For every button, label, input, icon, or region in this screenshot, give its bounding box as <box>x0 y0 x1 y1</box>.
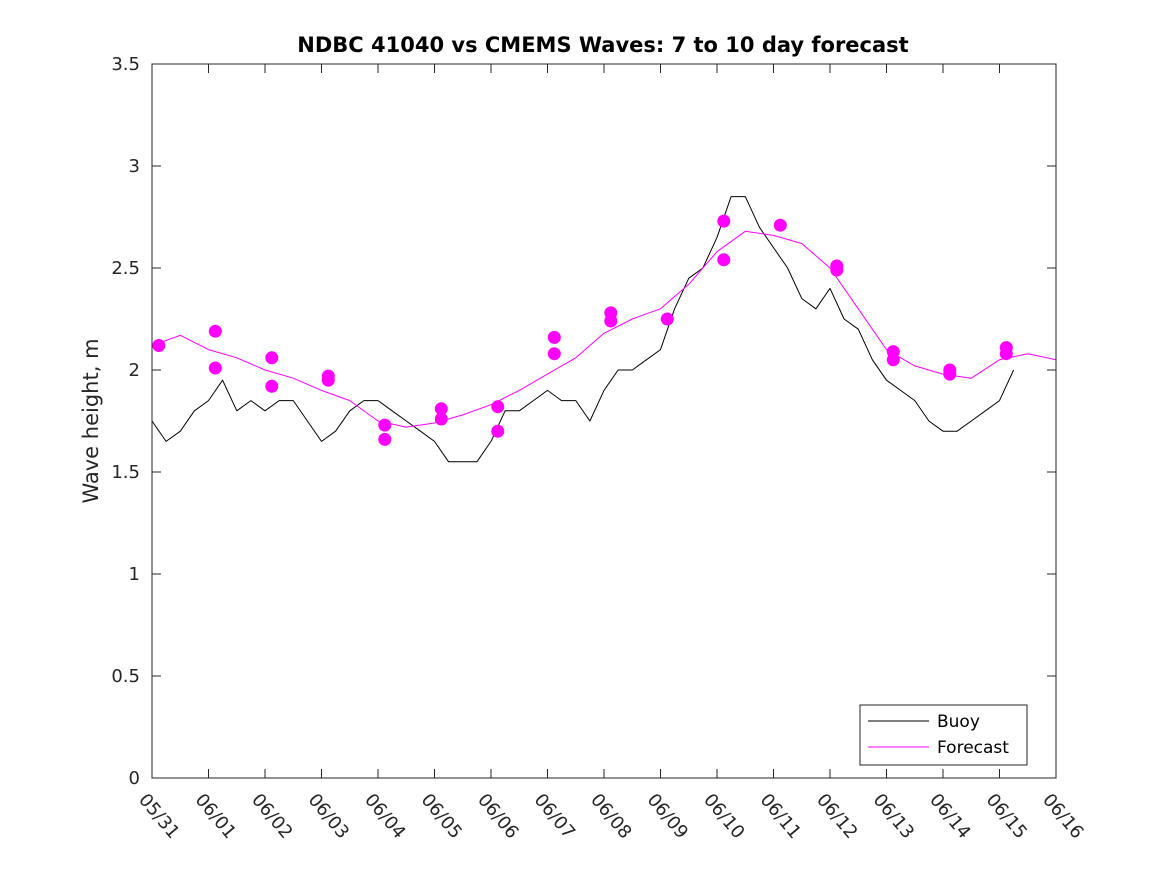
x-tick-label: 06/16 <box>1038 790 1087 843</box>
y-tick-label: 3.5 <box>111 54 140 75</box>
forecast-marker <box>265 351 279 365</box>
y-axis-label: Wave height, m <box>79 338 103 503</box>
forecast-marker <box>321 373 335 387</box>
legend-box <box>859 704 1028 766</box>
forecast-marker <box>547 347 561 361</box>
x-tick-label: 06/07 <box>530 790 579 843</box>
forecast-marker <box>208 324 222 338</box>
forecast-marker <box>434 412 448 426</box>
plot-frame <box>151 63 1057 779</box>
forecast-marker <box>999 347 1013 361</box>
y-tick-label: 1.5 <box>111 462 140 483</box>
forecast-marker <box>491 400 505 414</box>
forecast-marker <box>378 418 392 432</box>
plot-area <box>152 64 1056 778</box>
x-tick-label: 06/03 <box>304 790 353 843</box>
y-tick-label: 0.5 <box>111 666 140 687</box>
y-tick-label: 1 <box>129 564 140 585</box>
forecast-marker <box>773 218 787 232</box>
x-tick-label: 06/15 <box>982 790 1031 843</box>
y-tick-label: 3 <box>129 156 140 177</box>
series-line-forecast <box>151 230 1057 428</box>
forecast-marker <box>491 424 505 438</box>
forecast-marker <box>717 214 731 228</box>
series-line-buoy <box>151 196 1015 463</box>
forecast-marker <box>830 263 844 277</box>
forecast-marker <box>378 432 392 446</box>
x-tick-label: 06/10 <box>699 790 748 843</box>
forecast-marker <box>547 330 561 344</box>
legend: Buoy Forecast <box>859 704 1028 766</box>
forecast-marker <box>943 367 957 381</box>
forecast-marker <box>717 253 731 267</box>
x-tick-label: 06/08 <box>586 790 635 843</box>
forecast-marker <box>886 353 900 367</box>
plot-layer <box>151 196 1057 463</box>
y-tick-label: 0 <box>129 768 140 789</box>
x-tick-label: 06/14 <box>925 790 974 843</box>
x-tick-label: 06/05 <box>417 790 466 843</box>
legend-forecast-label: Forecast <box>937 738 1009 758</box>
x-tick-label: 06/12 <box>812 790 861 843</box>
x-tick-label: 05/31 <box>134 790 183 843</box>
forecast-marker <box>434 402 448 416</box>
x-tick-label: 06/13 <box>869 790 918 843</box>
forecast-marker <box>208 361 222 375</box>
x-tick-label: 06/09 <box>643 790 692 843</box>
x-tick-label: 06/11 <box>756 790 805 843</box>
chart-title: NDBC 41040 vs CMEMS Waves: 7 to 10 day f… <box>297 33 908 57</box>
x-tick-label: 06/06 <box>473 790 522 843</box>
legend-buoy-label: Buoy <box>937 712 980 732</box>
x-tick-label: 06/04 <box>360 790 409 843</box>
forecast-marker <box>604 314 618 328</box>
forecast-marker <box>152 339 166 352</box>
y-tick-label: 2 <box>129 360 140 381</box>
x-tick-label: 06/02 <box>247 790 296 843</box>
forecast-marker <box>265 379 279 393</box>
x-tick-label: 06/01 <box>191 790 240 843</box>
y-tick-label: 2.5 <box>111 258 140 279</box>
forecast-marker <box>660 312 674 326</box>
